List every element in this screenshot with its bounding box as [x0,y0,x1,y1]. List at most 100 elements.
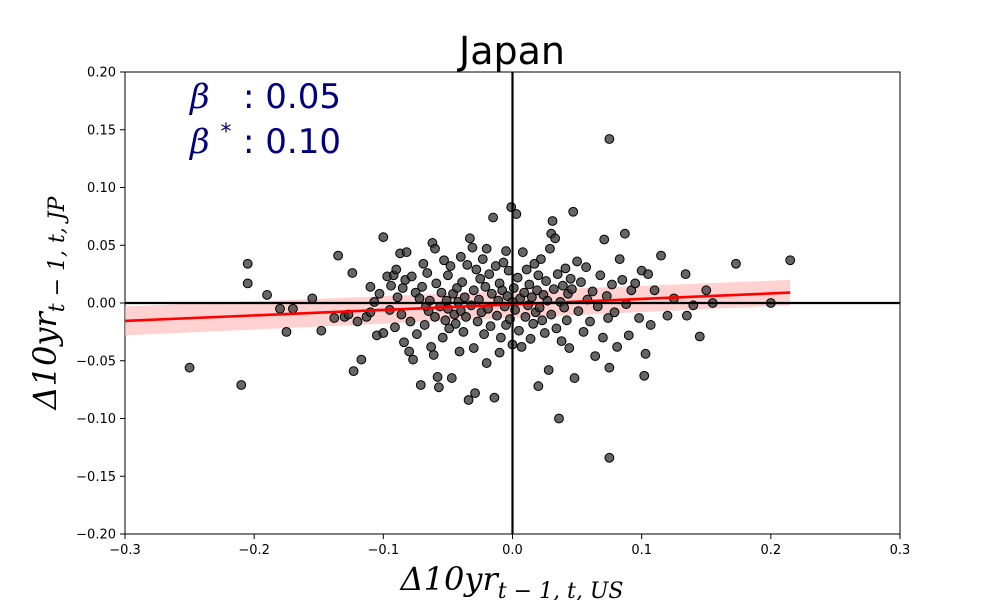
data-point [634,313,644,323]
x-tick-label: −0.2 [238,543,270,558]
data-point [559,302,570,313]
data-point [390,322,400,333]
data-point [546,309,557,320]
data-point [598,332,608,343]
data-point [541,276,551,286]
y-tick-label: −0.20 [76,528,116,543]
svg-text:β * : 0.10: β * : 0.10 [188,108,341,162]
data-point [639,370,650,381]
data-point [418,258,429,269]
data-point [348,366,359,377]
data-point [419,320,430,330]
data-point [649,285,660,296]
data-point [552,269,563,280]
data-point [492,310,502,321]
data-point [599,234,610,245]
data-point [587,286,598,297]
data-point [545,243,555,254]
data-point [495,332,506,343]
data-point [431,278,442,289]
data-point [408,354,418,365]
data-point [485,321,496,332]
data-point [477,254,488,265]
data-point [397,283,408,293]
data-point [550,233,561,244]
data-point [374,288,385,299]
data-point [484,269,495,280]
data-point [560,263,571,274]
data-point [681,310,692,321]
data-point [578,326,589,337]
data-point [520,311,531,322]
data-point [640,348,651,359]
regression-line [124,291,791,323]
data-point [508,283,519,293]
y-tick-label: 0.10 [87,181,116,196]
data-point [680,269,691,280]
data-point [731,258,741,269]
data-point [524,279,535,290]
data-point [184,362,195,373]
data-point [643,269,654,280]
annotation-beta-star-sup: * [220,120,231,145]
data-point [347,268,358,278]
data-point [464,233,475,244]
y-tick-label: 0.00 [87,297,116,312]
data-point [455,251,466,262]
data-point [533,381,544,392]
data-point [533,270,544,281]
data-point [386,280,396,291]
x-tick-label: 0.2 [760,543,781,558]
data-point [391,264,402,275]
data-point [656,250,666,261]
x-tick-label: −0.3 [109,543,141,558]
data-point [539,328,550,338]
annotation-beta: β : 0.05 [188,77,341,117]
y-axis-label: Δ10yrt − 1, t, JP [26,195,70,411]
data-point [501,246,511,256]
data-point [378,328,389,338]
data-point [450,318,461,329]
data-point [462,259,473,270]
x-tick-label: −0.1 [368,543,400,558]
data-point [701,285,712,296]
data-point [445,261,456,271]
data-point [459,292,470,303]
data-point [486,288,497,299]
data-point [630,278,641,289]
data-point [406,271,417,282]
data-point [307,293,318,304]
data-point [519,287,530,298]
data-point [356,354,367,365]
x-axis-label: Δ10yrt − 1, t, US [399,560,624,600]
data-point [604,452,615,463]
x-tick-label: 0.1 [631,543,652,558]
data-point [262,290,272,300]
data-point [236,380,247,390]
data-point [242,278,253,289]
data-point [488,212,499,223]
annotation-beta-symbol: β [188,77,210,117]
data-point [454,346,465,357]
data-point [475,273,486,284]
data-point [536,254,546,265]
data-point [568,206,579,217]
data-point [561,315,572,326]
data-point [567,284,577,295]
data-point [457,277,468,288]
data-point [609,307,620,318]
chart-title: Japan [457,29,565,73]
data-point [694,331,705,342]
data-point [603,313,613,323]
data-point [556,336,567,347]
data-point [521,264,532,275]
data-point [526,292,537,303]
data-point [619,228,630,239]
data-point [565,273,576,284]
data-point [489,392,500,403]
data-point [623,330,634,341]
data-point [604,134,615,144]
data-point [479,329,489,340]
data-point [352,316,363,327]
data-point [281,326,292,337]
